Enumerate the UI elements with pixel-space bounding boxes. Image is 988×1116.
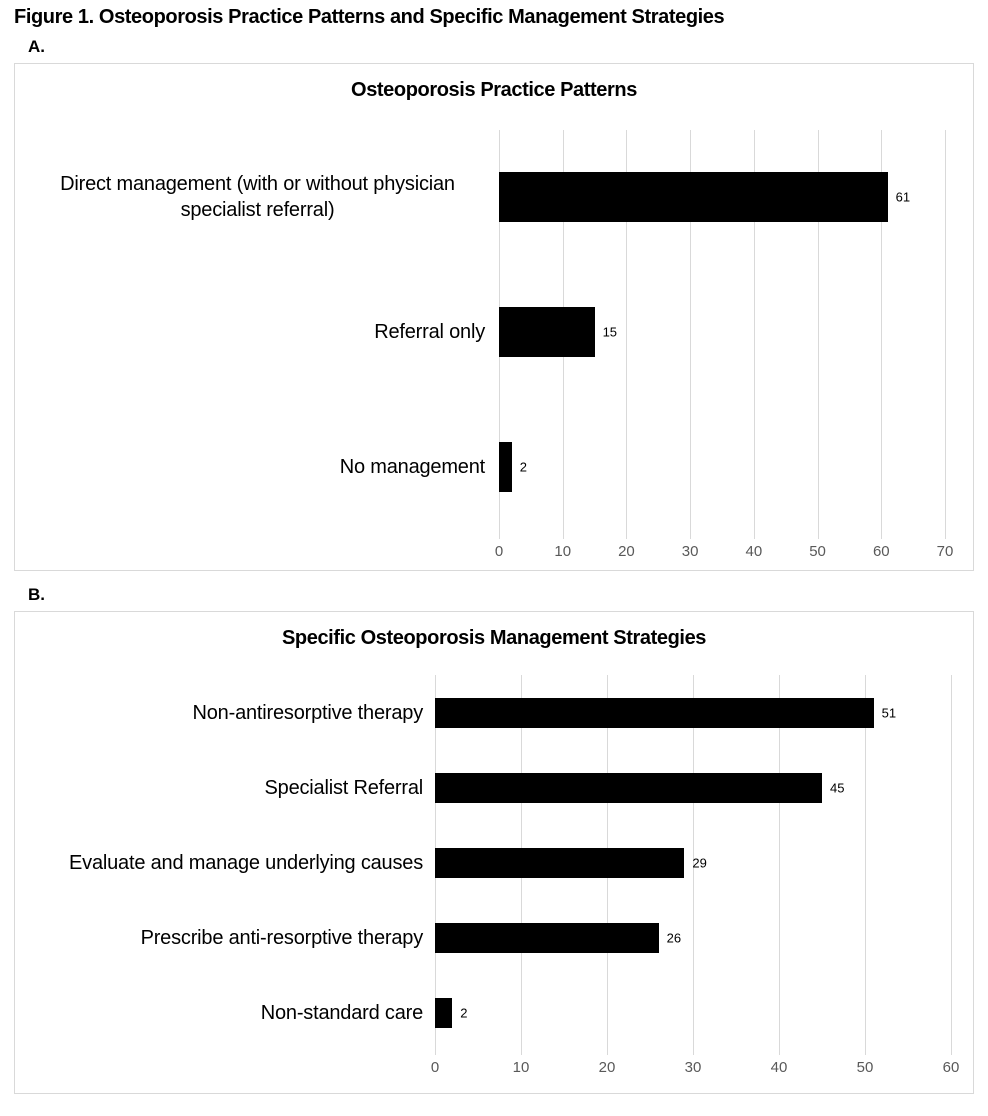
- bar-value-label: 15: [602, 324, 618, 340]
- gridline: [881, 130, 883, 539]
- gridline: [690, 130, 692, 539]
- x-tick-label: 50: [809, 543, 826, 560]
- x-tick-label: 30: [684, 1059, 702, 1076]
- gridline: [951, 675, 952, 1055]
- bar-value-label: 51: [881, 705, 897, 720]
- x-tick-label: 20: [618, 543, 635, 560]
- chart-body: Non-antiresorptive therapy Specialist Ref…: [15, 675, 973, 1055]
- category-label: No management: [339, 455, 485, 478]
- category-row: Referral only: [15, 265, 499, 400]
- category-label: Non-antiresorptive therapy: [192, 701, 424, 724]
- gridline: [626, 130, 628, 539]
- x-axis: 0 10 20 30 40 50 60: [431, 1055, 960, 1077]
- x-tick-label: 10: [554, 543, 572, 560]
- x-tick-label: 60: [942, 1059, 960, 1076]
- category-label: Non-standard care: [260, 1001, 423, 1024]
- gridline: [753, 130, 755, 539]
- category-row: Non-antiresorptive therapy: [15, 675, 435, 750]
- category-row: Non-standard care: [15, 975, 435, 1050]
- bar-value-label: 45: [830, 780, 845, 795]
- x-tick-label: 0: [494, 543, 504, 560]
- x-tick-label: 60: [872, 543, 890, 560]
- chart-b-plot-region: Non-antiresorptive therapy Specialist Ref…: [15, 675, 973, 1077]
- panel-a-label: A.: [28, 37, 45, 56]
- category-row: Direct management (with or without physi…: [15, 130, 499, 265]
- gridline: [693, 675, 694, 1055]
- bar-value-label: 2: [460, 1005, 468, 1020]
- category-label: Referral only: [374, 320, 485, 343]
- category-axis: Non-antiresorptive therapy Specialist Ref…: [15, 675, 435, 1050]
- chart-b-title: Specific Osteoporosis Management Strateg…: [281, 627, 707, 649]
- plot-area: 51 45 29 26 2: [435, 675, 952, 1055]
- category-row: Specialist Referral: [15, 750, 435, 825]
- category-label: Prescribe anti-resorptive therapy: [140, 926, 424, 949]
- category-label: Specialist Referral: [264, 776, 424, 799]
- gridline: [779, 675, 780, 1055]
- x-tick-label: 0: [430, 1059, 440, 1076]
- bar: [499, 441, 512, 492]
- x-tick-label: 50: [856, 1059, 874, 1076]
- bar: [435, 772, 822, 803]
- gridline: [865, 675, 866, 1055]
- bar: [435, 922, 659, 953]
- panel-b-label: B.: [28, 585, 45, 604]
- bar: [499, 172, 888, 223]
- category-axis: Direct management (with or without physi…: [15, 130, 499, 534]
- x-tick-label: 40: [745, 543, 763, 560]
- gridline: [817, 130, 819, 539]
- chart-a-plot-region: Direct management (with or without physi…: [15, 130, 973, 561]
- category-row: No management: [15, 399, 499, 534]
- x-tick-label: 70: [936, 543, 954, 560]
- category-label: Evaluate and manage underlying causes: [69, 851, 423, 874]
- chart-body: Direct management (with or without physi…: [15, 130, 973, 539]
- bar-value-label: 2: [519, 459, 527, 475]
- x-tick-label: 20: [598, 1059, 616, 1076]
- x-tick-label: 30: [681, 543, 699, 560]
- category-row: Prescribe anti-resorptive therapy: [15, 900, 435, 975]
- category-label: Direct management (with or without physi…: [60, 173, 455, 222]
- panel-b-chart: Specific Osteoporosis Management Strateg…: [14, 611, 974, 1094]
- bar: [499, 307, 595, 357]
- bar-value-label: 61: [895, 189, 911, 205]
- plot-area: 61 15 2: [499, 130, 946, 539]
- panel-a-chart: Osteoporosis Practice Patterns Direct ma…: [14, 63, 974, 571]
- gridline: [945, 130, 946, 539]
- bar-value-label: 29: [692, 855, 707, 870]
- bar-value-label: 26: [666, 930, 682, 945]
- category-row: Evaluate and manage underlying causes: [15, 825, 435, 900]
- x-tick-label: 10: [512, 1059, 530, 1076]
- bar: [435, 847, 685, 878]
- chart-a-title: Osteoporosis Practice Patterns: [351, 79, 637, 101]
- x-axis: 0 10 20 30 40 50 60 70: [495, 539, 954, 561]
- x-tick-label: 40: [770, 1059, 788, 1076]
- bar: [435, 997, 453, 1028]
- figure-title: Figure 1. Osteoporosis Practice Patterns…: [14, 6, 725, 28]
- bar: [435, 697, 874, 728]
